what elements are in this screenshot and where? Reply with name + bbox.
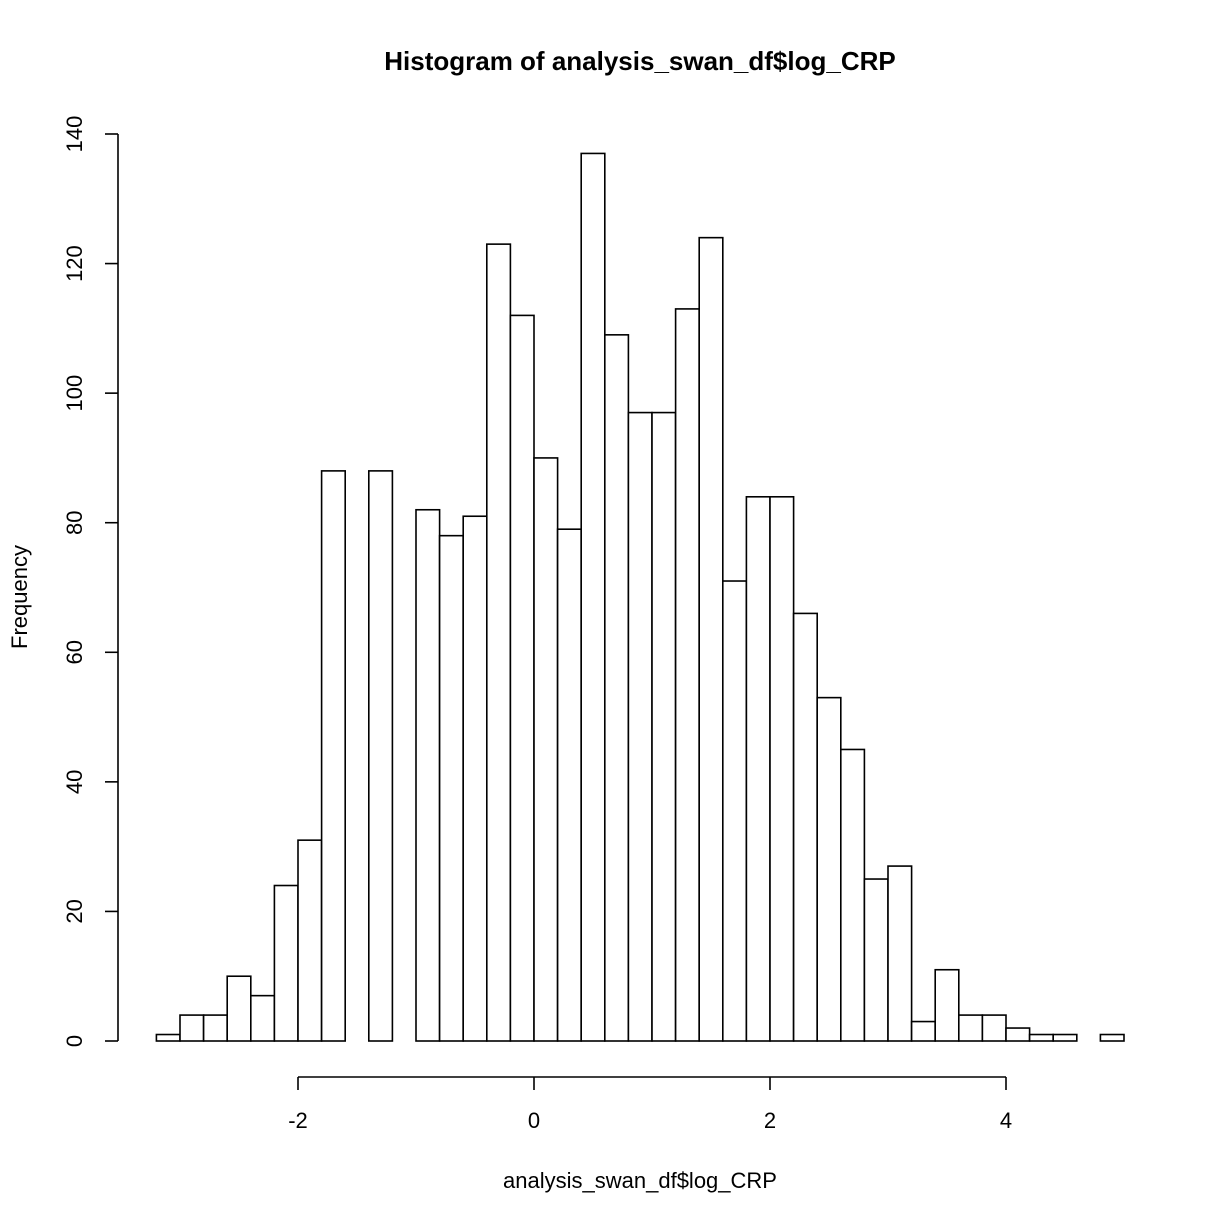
y-tick-label: 120 bbox=[62, 245, 87, 282]
y-tick-label: 100 bbox=[62, 375, 87, 412]
y-tick-label: 140 bbox=[62, 116, 87, 153]
y-tick-label: 40 bbox=[62, 770, 87, 794]
histogram-bar bbox=[438, 534, 465, 1042]
histogram-bar bbox=[556, 528, 582, 1042]
histogram-bar bbox=[155, 1033, 181, 1042]
y-axis: 0 20 40 60 80 100 120 140 bbox=[62, 116, 119, 1047]
histogram-bar bbox=[226, 975, 252, 1042]
histogram-bar bbox=[721, 580, 748, 1042]
histogram-bar bbox=[957, 1014, 984, 1042]
histogram-bar bbox=[580, 152, 606, 1042]
chart-title: Histogram of analysis_swan_df$log_CRP bbox=[384, 46, 895, 76]
histogram-bar bbox=[250, 994, 276, 1042]
histogram-bar bbox=[769, 495, 795, 1042]
histogram-bar bbox=[485, 243, 512, 1042]
histogram-bar bbox=[509, 314, 535, 1042]
bars-group bbox=[155, 152, 1125, 1042]
histogram-bar bbox=[415, 508, 441, 1042]
histogram-bar bbox=[981, 1014, 1007, 1042]
x-tick-label: 2 bbox=[764, 1108, 776, 1133]
histogram-bar bbox=[179, 1014, 205, 1042]
histogram-bar bbox=[273, 884, 299, 1042]
histogram-bar bbox=[1028, 1033, 1054, 1042]
histogram-bar bbox=[202, 1014, 229, 1042]
histogram-bar bbox=[816, 696, 842, 1042]
y-tick-label: 60 bbox=[62, 640, 87, 664]
x-tick-label: 4 bbox=[1000, 1108, 1012, 1133]
histogram-bar bbox=[792, 612, 818, 1042]
histogram-bar bbox=[863, 878, 889, 1042]
histogram-bar bbox=[533, 457, 559, 1042]
y-tick-label: 0 bbox=[62, 1035, 87, 1047]
histogram-bar bbox=[887, 865, 913, 1042]
histogram-bar bbox=[1099, 1033, 1125, 1042]
x-tick-label: -2 bbox=[288, 1108, 308, 1133]
histogram-bar bbox=[934, 968, 960, 1042]
histogram-bar bbox=[1005, 1027, 1031, 1042]
x-axis: -2 0 2 4 bbox=[288, 1076, 1012, 1133]
histogram-bar bbox=[651, 411, 677, 1042]
x-axis-label: analysis_swan_df$log_CRP bbox=[503, 1168, 777, 1193]
y-tick-label: 80 bbox=[62, 510, 87, 534]
histogram-bar bbox=[1052, 1033, 1078, 1042]
histogram-bar bbox=[603, 334, 630, 1042]
x-tick-label: 0 bbox=[528, 1108, 540, 1133]
histogram-bar bbox=[297, 839, 323, 1042]
histogram-bar bbox=[674, 308, 700, 1042]
histogram-bar bbox=[839, 748, 866, 1042]
histogram-bar bbox=[462, 515, 488, 1042]
y-tick-label: 20 bbox=[62, 899, 87, 923]
histogram-bar bbox=[320, 470, 347, 1042]
histogram-bar bbox=[745, 495, 771, 1042]
histogram-bar bbox=[627, 411, 653, 1042]
histogram-bar bbox=[698, 236, 724, 1042]
y-axis-label: Frequency bbox=[7, 545, 32, 649]
histogram-bar bbox=[367, 470, 394, 1042]
histogram-bar bbox=[910, 1020, 936, 1042]
